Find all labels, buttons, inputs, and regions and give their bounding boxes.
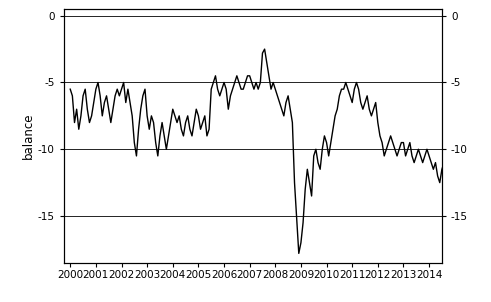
Y-axis label: balance: balance [22,113,35,159]
